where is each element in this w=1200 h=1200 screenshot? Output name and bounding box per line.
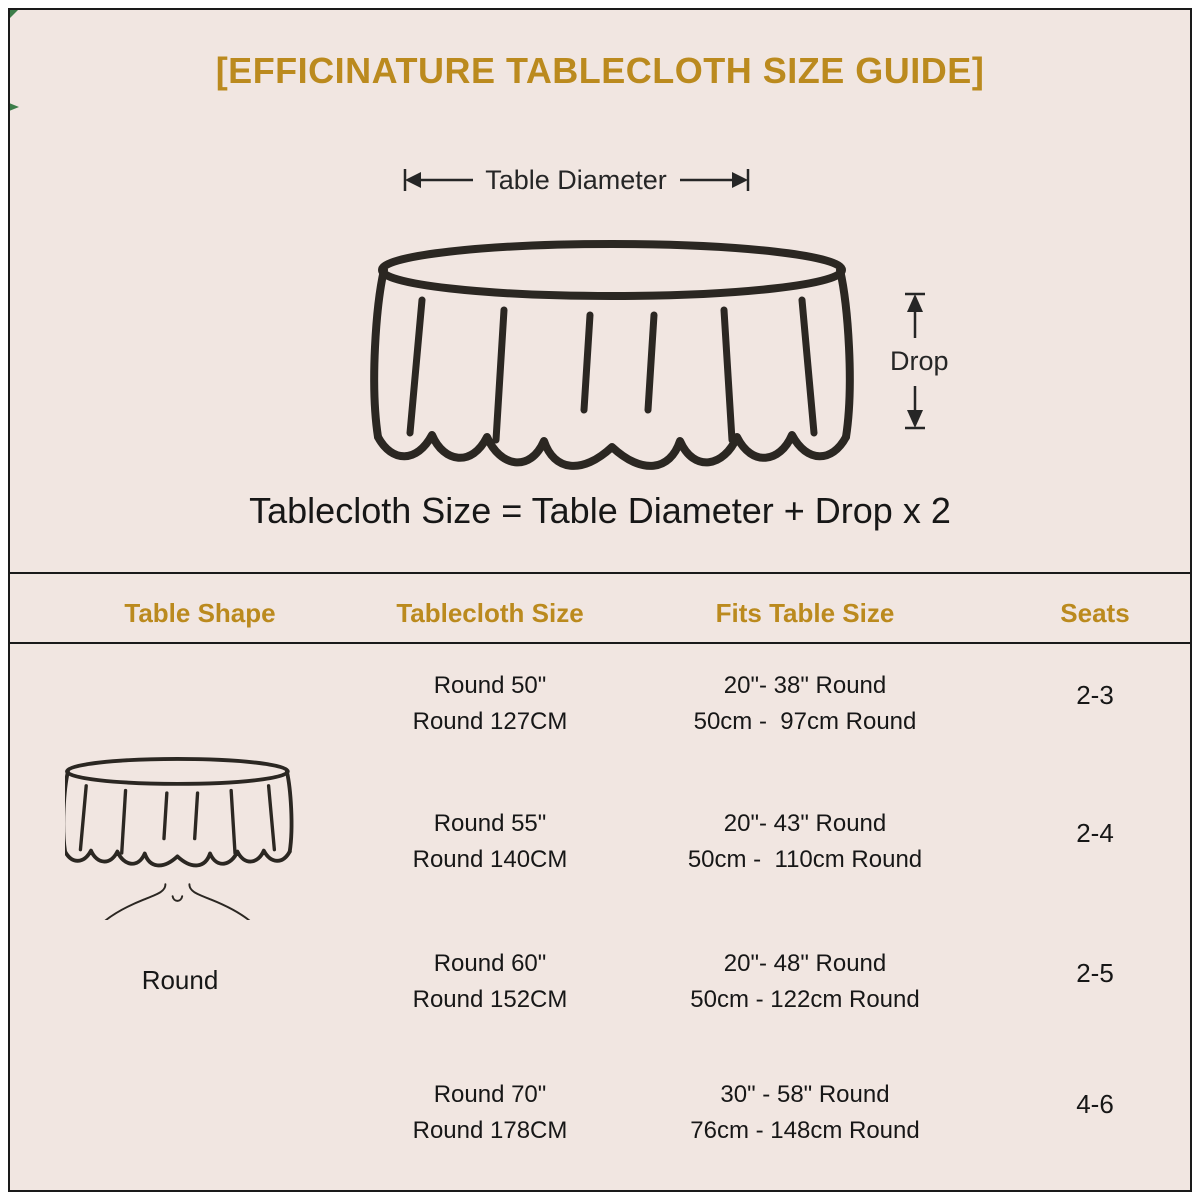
svg-text:Drop: Drop [890,346,949,376]
svg-text:Table Diameter: Table Diameter [485,165,667,195]
